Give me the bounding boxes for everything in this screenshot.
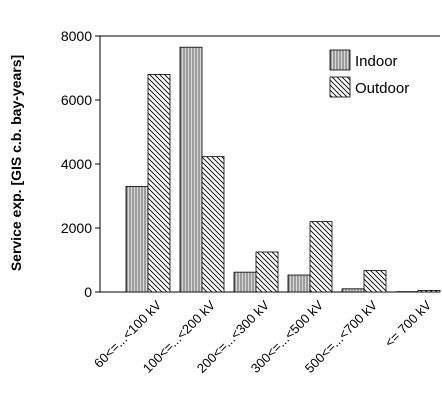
bar (287, 274, 311, 293)
bar (309, 221, 333, 293)
legend-label: Outdoor (355, 80, 409, 97)
y-tick-label: 6000 (61, 92, 92, 108)
bar (201, 156, 225, 293)
x-tick-label: <= 700 kV (382, 297, 435, 350)
y-axis-label: Service exp. [GIS c.b. bay-years] (8, 55, 24, 271)
bar (341, 288, 365, 293)
bar (233, 271, 257, 293)
bar (125, 185, 149, 293)
bar (147, 74, 171, 293)
bar (179, 46, 203, 293)
bar (363, 270, 387, 293)
legend-label: Indoor (355, 53, 398, 70)
y-tick-label: 2000 (61, 220, 92, 236)
bar (255, 251, 279, 293)
bar (417, 289, 441, 293)
y-tick-label: 4000 (61, 156, 92, 172)
legend-swatch (329, 49, 351, 71)
y-tick-label: 8000 (61, 28, 92, 44)
y-tick-label: 0 (84, 284, 92, 300)
legend-swatch (329, 76, 351, 98)
